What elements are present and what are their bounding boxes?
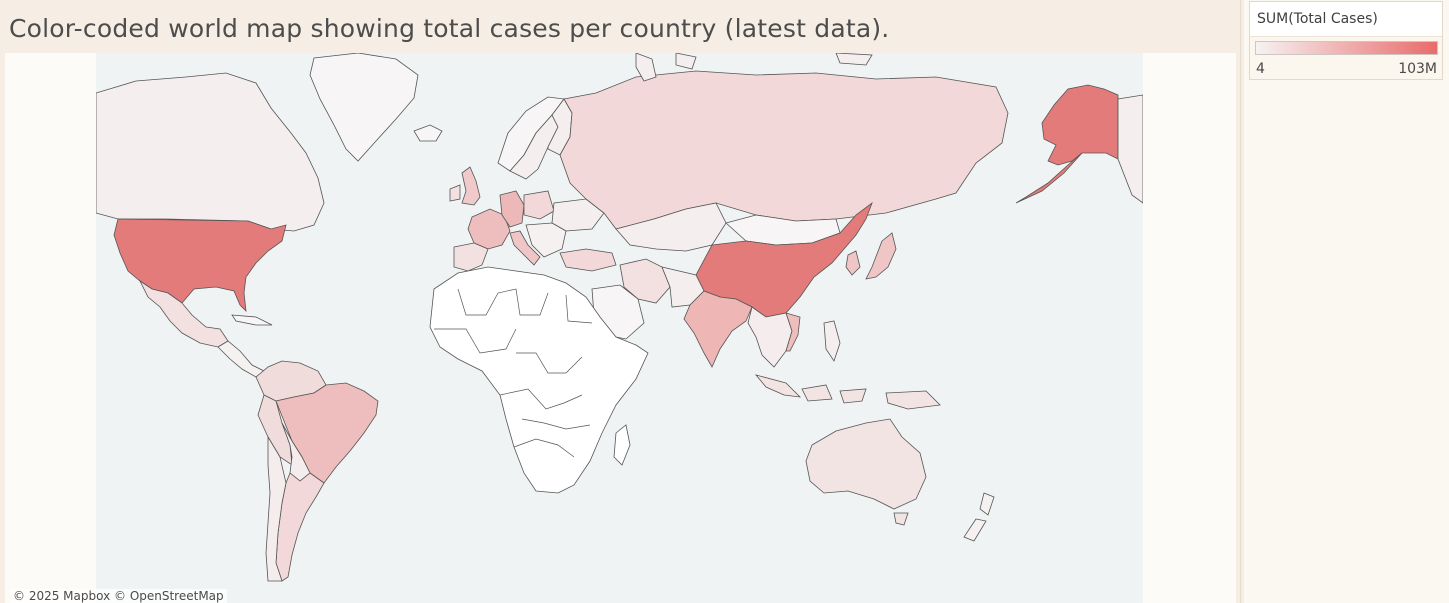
map-canvas[interactable] — [96, 53, 1143, 603]
legend-min-label: 4 — [1256, 61, 1265, 77]
country-alaska[interactable] — [1041, 84, 1119, 166]
country-chile[interactable] — [265, 435, 287, 582]
country-japan[interactable] — [865, 232, 897, 280]
country-poland[interactable] — [523, 190, 555, 220]
alaska-peninsula — [1015, 152, 1083, 204]
country-spain[interactable] — [453, 242, 489, 272]
legend-max-label: 103M — [1398, 61, 1437, 77]
country-kazakhstan[interactable] — [615, 202, 727, 252]
country-cuba[interactable] — [231, 314, 273, 326]
country-turkey[interactable] — [559, 248, 617, 272]
country-france[interactable] — [467, 208, 511, 250]
country-india[interactable] — [683, 290, 753, 368]
country-united-kingdom[interactable] — [461, 166, 481, 206]
country-germany[interactable] — [499, 190, 525, 228]
map-attribution[interactable]: © 2025 Mapbox © OpenStreetMap — [10, 589, 227, 603]
country-balkans[interactable] — [525, 222, 567, 258]
country-south-korea[interactable] — [845, 250, 861, 276]
legend-color-ramp — [1255, 41, 1438, 55]
page-title: Color-coded world map showing total case… — [9, 14, 890, 43]
legend-title: SUM(Total Cases) — [1250, 2, 1442, 37]
country-tasmania[interactable] — [893, 512, 909, 526]
country-australia[interactable] — [805, 418, 927, 510]
country-canada-east[interactable] — [1117, 94, 1143, 204]
dashboard-panel: Color-coded world map showing total case… — [0, 0, 1241, 603]
country-united-states[interactable] — [113, 218, 287, 313]
country-indonesia[interactable] — [754, 374, 941, 410]
color-legend[interactable]: SUM(Total Cases) 4 103M — [1249, 1, 1443, 80]
country-central-america[interactable] — [217, 340, 265, 378]
country-russia[interactable] — [559, 70, 1009, 230]
country-iceland[interactable] — [413, 124, 443, 142]
country-canada[interactable] — [96, 72, 325, 232]
country-brazil[interactable] — [275, 382, 379, 484]
continent-africa[interactable] — [429, 266, 649, 494]
country-vietnam[interactable] — [785, 312, 801, 352]
legend-panel: SUM(Total Cases) 4 103M — [1244, 0, 1449, 603]
map-frame: © 2025 Mapbox © OpenStreetMap — [5, 53, 1236, 603]
country-southeast-asia[interactable] — [747, 306, 793, 368]
arctic-islands[interactable] — [635, 53, 873, 82]
country-ireland[interactable] — [449, 184, 461, 202]
country-iran[interactable] — [619, 258, 671, 304]
country-philippines[interactable] — [823, 320, 841, 362]
country-madagascar[interactable] — [613, 424, 631, 466]
country-greenland[interactable] — [309, 53, 419, 162]
country-new-zealand[interactable] — [963, 492, 995, 542]
world-map[interactable] — [96, 53, 1143, 603]
africa-borders — [434, 288, 593, 458]
panel-divider — [1241, 0, 1244, 603]
country-italy[interactable] — [509, 230, 541, 266]
